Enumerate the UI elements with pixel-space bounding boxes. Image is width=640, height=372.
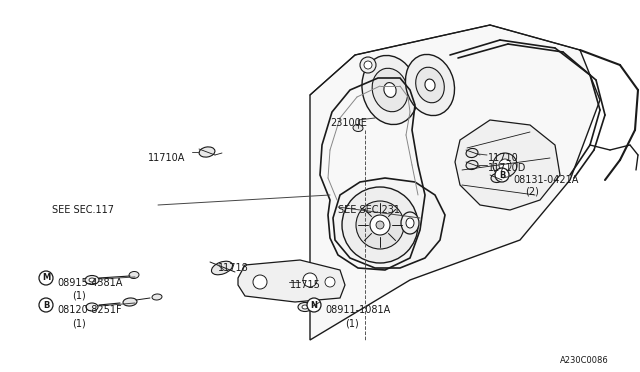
Circle shape — [376, 221, 384, 229]
Text: (2): (2) — [525, 186, 539, 196]
Polygon shape — [310, 25, 600, 340]
Text: 08915-4381A: 08915-4381A — [57, 278, 122, 288]
Text: 08120-8251F: 08120-8251F — [57, 305, 122, 315]
Circle shape — [499, 159, 511, 171]
Ellipse shape — [466, 148, 478, 158]
Text: B: B — [43, 301, 49, 310]
Text: (1): (1) — [72, 291, 86, 301]
Ellipse shape — [152, 294, 162, 300]
Circle shape — [303, 273, 317, 287]
Circle shape — [360, 57, 376, 73]
Ellipse shape — [89, 278, 95, 282]
Circle shape — [370, 215, 390, 235]
Polygon shape — [455, 120, 560, 210]
Text: 08131-0421A: 08131-0421A — [513, 175, 579, 185]
Circle shape — [325, 277, 335, 287]
Circle shape — [364, 61, 372, 69]
Polygon shape — [238, 260, 345, 302]
Polygon shape — [333, 178, 445, 268]
Circle shape — [356, 201, 404, 249]
Circle shape — [39, 298, 53, 312]
Ellipse shape — [416, 67, 444, 103]
Ellipse shape — [123, 298, 137, 306]
Ellipse shape — [353, 125, 363, 132]
Ellipse shape — [401, 212, 419, 234]
Text: 11710D: 11710D — [488, 163, 526, 173]
Text: (1): (1) — [345, 318, 359, 328]
Ellipse shape — [129, 272, 139, 279]
Circle shape — [342, 187, 418, 263]
Ellipse shape — [491, 173, 503, 183]
Circle shape — [253, 275, 267, 289]
Text: SEE SEC.117: SEE SEC.117 — [52, 205, 114, 215]
Text: B: B — [499, 170, 505, 180]
Ellipse shape — [384, 83, 396, 97]
Ellipse shape — [211, 261, 232, 275]
Ellipse shape — [199, 147, 215, 157]
Ellipse shape — [406, 54, 454, 116]
Ellipse shape — [466, 160, 478, 170]
Text: M: M — [42, 273, 50, 282]
Text: 11718: 11718 — [218, 263, 249, 273]
Text: N: N — [310, 301, 317, 310]
Circle shape — [495, 168, 509, 182]
Circle shape — [493, 153, 517, 177]
Ellipse shape — [406, 218, 414, 228]
Ellipse shape — [86, 303, 98, 311]
Text: 11710: 11710 — [488, 153, 519, 163]
Ellipse shape — [302, 305, 308, 309]
Text: (1): (1) — [72, 318, 86, 328]
Text: 23100E: 23100E — [330, 118, 367, 128]
Text: 08911-1081A: 08911-1081A — [325, 305, 390, 315]
Text: 11715: 11715 — [290, 280, 321, 290]
Text: 11710A: 11710A — [148, 153, 186, 163]
Text: SEE SEC.231: SEE SEC.231 — [338, 205, 400, 215]
Circle shape — [307, 298, 321, 312]
Circle shape — [39, 271, 53, 285]
Ellipse shape — [362, 55, 418, 125]
Ellipse shape — [85, 276, 99, 285]
Ellipse shape — [425, 79, 435, 91]
Text: A230C0086: A230C0086 — [560, 356, 609, 365]
Ellipse shape — [372, 68, 408, 112]
Ellipse shape — [298, 302, 312, 311]
